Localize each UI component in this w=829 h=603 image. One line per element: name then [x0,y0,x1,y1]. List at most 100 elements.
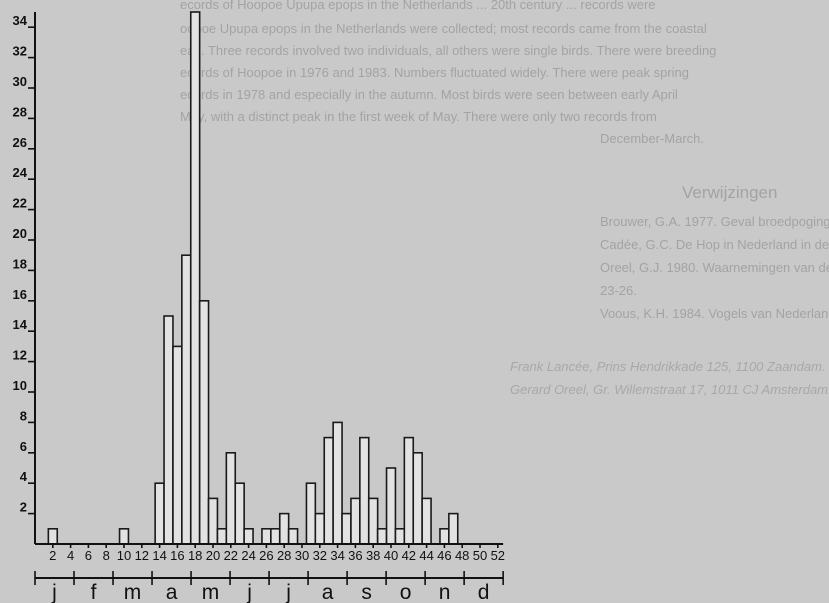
background-line: ecords in 1978 and especially in the aut… [180,87,678,102]
bar-week-31 [305,482,317,545]
x-tick-label: 48 [455,548,469,563]
bar-week-19 [198,299,210,545]
y-tick-label: 8 [20,408,27,423]
x-tick-label: 50 [473,548,487,563]
y-tick-label: 30 [13,74,27,89]
x-tick-label: 18 [188,548,202,563]
x-tick-label: 32 [313,548,327,563]
bar-week-43 [412,451,423,545]
bar-week-16 [172,345,183,545]
x-tick-label: 20 [206,548,220,563]
bar-week-24 [243,527,254,545]
month-label: a [166,581,178,603]
bar-week-47 [448,512,459,545]
bar-week-32 [314,512,326,545]
x-tick-label: 52 [491,548,505,563]
bar-week-20 [207,497,219,545]
bar-week-37 [359,436,370,545]
month-label: j [246,581,252,603]
bar-week-22 [225,451,237,545]
background-line: eas. Three records involved two individu… [180,43,716,58]
x-tick-label: 22 [224,548,238,563]
y-tick-label: 4 [20,469,28,484]
x-tick-label: 8 [103,548,110,563]
x-tick-label: 40 [384,548,398,563]
x-ticks: 2 4 6 8 10 12 14 16 18 20 22 24 26 28 30 32 34 36 38 40 42 44… [49,544,505,563]
x-tick-label: 38 [366,548,380,563]
bar-week-14 [154,482,165,545]
bar-week-18 [189,11,201,545]
x-tick-label: 6 [85,548,92,563]
bar-week-28 [278,512,290,545]
bar-week-17 [181,254,192,545]
y-tick-label: 10 [13,378,27,393]
background-line: Verwijzingen [682,183,777,202]
bar-week-39 [376,527,388,545]
month-label: a [322,581,334,603]
background-line: Oreel, G.J. 1980. Waarnemingen van de Ho… [600,260,829,275]
x-tick-label: 24 [241,548,255,563]
bar-week-15 [163,315,174,545]
x-tick-label: 14 [152,548,166,563]
x-tick-label: 28 [277,548,291,563]
bar-week-26 [261,527,272,545]
month-label: d [478,581,490,603]
background-line: May, with a distinct peak in the first w… [180,109,657,124]
bar-week-29 [287,527,299,545]
x-tick-label: 30 [295,548,309,563]
bar-week-38 [367,497,379,545]
month-label: f [91,581,97,603]
x-tick-label: 10 [117,548,131,563]
y-tick-label: 24 [13,165,28,180]
month-label: j [285,581,291,603]
bar-week-46 [439,527,450,545]
y-tick-label: 6 [20,439,27,454]
y-tick-label: 34 [13,13,28,28]
x-tick-label: 46 [437,548,451,563]
bars [47,11,459,545]
bar-week-42 [403,436,415,545]
y-tick-label: 2 [20,500,27,515]
bar-week-44 [421,497,432,545]
y-tick-label: 14 [13,317,28,332]
y-tick-label: 26 [13,135,27,150]
x-tick-label: 36 [348,548,362,563]
y-tick-label: 16 [13,287,27,302]
bar-week-10 [118,527,130,545]
x-tick-label: 42 [402,548,416,563]
month-label: o [400,581,412,603]
x-tick-label: 26 [259,548,273,563]
bar-week-21 [216,527,228,545]
background-text: ecords of Hoopoe Upupa epops in the Neth… [180,0,829,397]
month-label: m [124,581,142,603]
y-tick-label: 20 [13,226,27,241]
background-line: oopoe Upupa epops in the Netherlands wer… [180,21,707,36]
y-tick-label: 32 [13,44,27,59]
month-label: n [439,581,451,603]
bar-week-2 [47,527,59,545]
background-line: ecords of Hoopoe in 1976 and 1983. Numbe… [180,65,689,80]
x-tick-label: 34 [330,548,344,563]
background-line: Frank Lancée, Prins Hendrikkade 125, 110… [510,359,826,374]
y-tick-label: 12 [13,348,27,363]
background-line: ecords of Hoopoe Upupa epops in the Neth… [180,0,656,12]
bar-week-36 [350,497,361,545]
month-label: j [51,581,57,603]
bar-week-35 [341,512,352,545]
background-line: Gerard Oreel, Gr. Willemstraat 17, 1011 … [510,382,829,397]
y-tick-label: 28 [13,104,27,119]
y-tick-label: 18 [13,256,27,271]
y-tick-label: 22 [13,196,27,211]
background-line: 23-26. [600,283,637,298]
bar-week-41 [394,527,406,545]
month-label: m [202,581,220,603]
x-tick-label: 12 [135,548,149,563]
x-tick-label: 16 [170,548,184,563]
bar-week-33 [323,436,334,545]
x-tick-label: 4 [67,548,74,563]
background-line: Cadée, G.C. De Hop in Nederland in de pe… [600,237,829,252]
bar-week-23 [234,482,245,545]
